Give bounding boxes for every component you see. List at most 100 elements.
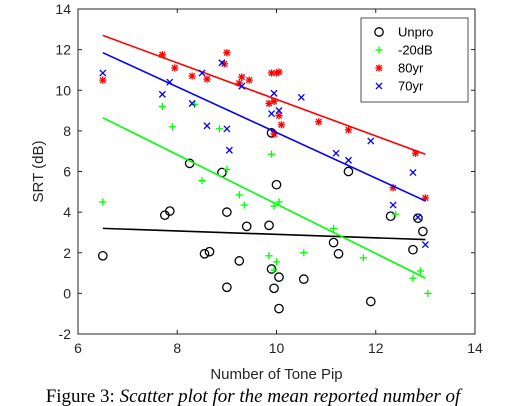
data-point <box>238 73 246 81</box>
data-point <box>275 198 283 206</box>
legend-marker <box>374 27 384 37</box>
data-point <box>264 220 274 231</box>
data-point <box>97 250 108 261</box>
data-point <box>235 191 243 199</box>
data-point <box>222 282 232 293</box>
fit-line <box>102 227 426 241</box>
data-point <box>413 213 423 224</box>
data-point <box>270 266 278 274</box>
data-point <box>203 75 211 83</box>
caption-prefix: Figure 3: <box>45 388 120 406</box>
data-point <box>267 150 276 158</box>
legend-label: 70yr <box>398 79 424 94</box>
data-point <box>99 69 107 77</box>
series-0 <box>97 128 428 314</box>
data-point <box>234 256 245 266</box>
data-point <box>275 107 283 115</box>
data-point <box>245 76 253 84</box>
legend-label: 80yr <box>398 61 424 76</box>
data-point <box>158 102 166 111</box>
legend-box <box>360 17 469 103</box>
data-point <box>414 213 422 221</box>
data-point <box>416 267 425 275</box>
data-point <box>344 126 353 134</box>
y-tick-label: -2 <box>59 326 72 342</box>
data-point <box>223 125 231 133</box>
data-point <box>275 68 283 76</box>
data-point <box>198 69 206 77</box>
data-point <box>238 82 246 90</box>
data-point <box>418 226 428 237</box>
data-point <box>223 165 231 174</box>
legend-marker <box>375 82 383 90</box>
data-point <box>409 168 417 177</box>
data-point <box>199 248 210 259</box>
data-point <box>215 125 224 133</box>
data-point <box>272 258 281 266</box>
data-point <box>268 110 276 118</box>
data-point <box>300 249 308 257</box>
data-point <box>315 118 323 126</box>
scatter-chart: 6 8 10 12 14 -2 0 2 4 6 8 10 12 14 Number of Tone Pip… <box>30 1 483 383</box>
data-point <box>274 272 284 282</box>
legend-marker <box>375 64 383 72</box>
data-point <box>328 237 339 248</box>
x-tick-label: 12 <box>368 340 384 356</box>
data-point <box>204 246 215 257</box>
y-tick-label: 2 <box>63 245 71 261</box>
legend-label: Unpro <box>398 25 433 40</box>
data-point <box>191 100 199 109</box>
legend-marker <box>375 46 383 54</box>
data-point <box>241 221 252 232</box>
data-point <box>332 149 340 157</box>
y-tick-label: 8 <box>63 123 71 139</box>
data-point <box>385 211 396 222</box>
data-point <box>297 93 305 101</box>
data-point <box>223 49 231 57</box>
x-tick-label: 10 <box>269 340 285 356</box>
y-tick-label: 6 <box>63 164 71 180</box>
data-point <box>408 244 418 255</box>
fit-line <box>102 51 426 202</box>
data-point <box>203 122 211 130</box>
data-point <box>198 177 206 185</box>
y-tick-label: 14 <box>55 1 71 17</box>
data-point <box>421 241 429 249</box>
data-point <box>344 156 352 164</box>
series-1 <box>99 100 432 297</box>
plot-marks <box>97 34 432 314</box>
data-point <box>220 60 228 68</box>
data-point <box>218 59 226 67</box>
x-tick-label: 8 <box>173 340 181 356</box>
axis-ticks: 6 8 10 12 14 -2 0 2 4 6 8 10 12 14 <box>55 1 483 356</box>
fit-line <box>102 116 426 279</box>
x-tick-label: 14 <box>467 340 483 356</box>
data-point <box>168 123 176 131</box>
data-point <box>298 274 309 285</box>
y-axis-label: SRT (dB) <box>30 141 47 203</box>
data-point <box>424 289 432 297</box>
data-point <box>409 274 417 282</box>
x-tick-label: 6 <box>74 340 82 356</box>
data-point <box>222 207 232 217</box>
data-point <box>269 283 279 294</box>
data-point <box>266 264 277 274</box>
data-point <box>164 206 175 216</box>
data-point <box>99 76 107 84</box>
data-point <box>158 90 166 98</box>
y-tick-label: 4 <box>63 204 71 220</box>
data-point <box>367 137 375 145</box>
legend-label: -20dB <box>398 43 433 58</box>
legend: Unpro -20dB 80yr 70yr <box>360 17 469 103</box>
caption-text: Scatter plot for the mean reported numbe… <box>119 388 461 406</box>
y-tick-label: 10 <box>55 82 71 98</box>
data-point <box>333 248 344 259</box>
data-point <box>271 179 282 190</box>
data-point <box>343 166 354 177</box>
series-3 <box>99 51 429 249</box>
y-tick-label: 0 <box>63 285 71 301</box>
data-point <box>265 252 273 260</box>
data-point <box>240 201 248 209</box>
figure-caption: Figure 3: Scatter plot for the mean repo… <box>0 388 506 406</box>
data-point <box>274 303 284 314</box>
